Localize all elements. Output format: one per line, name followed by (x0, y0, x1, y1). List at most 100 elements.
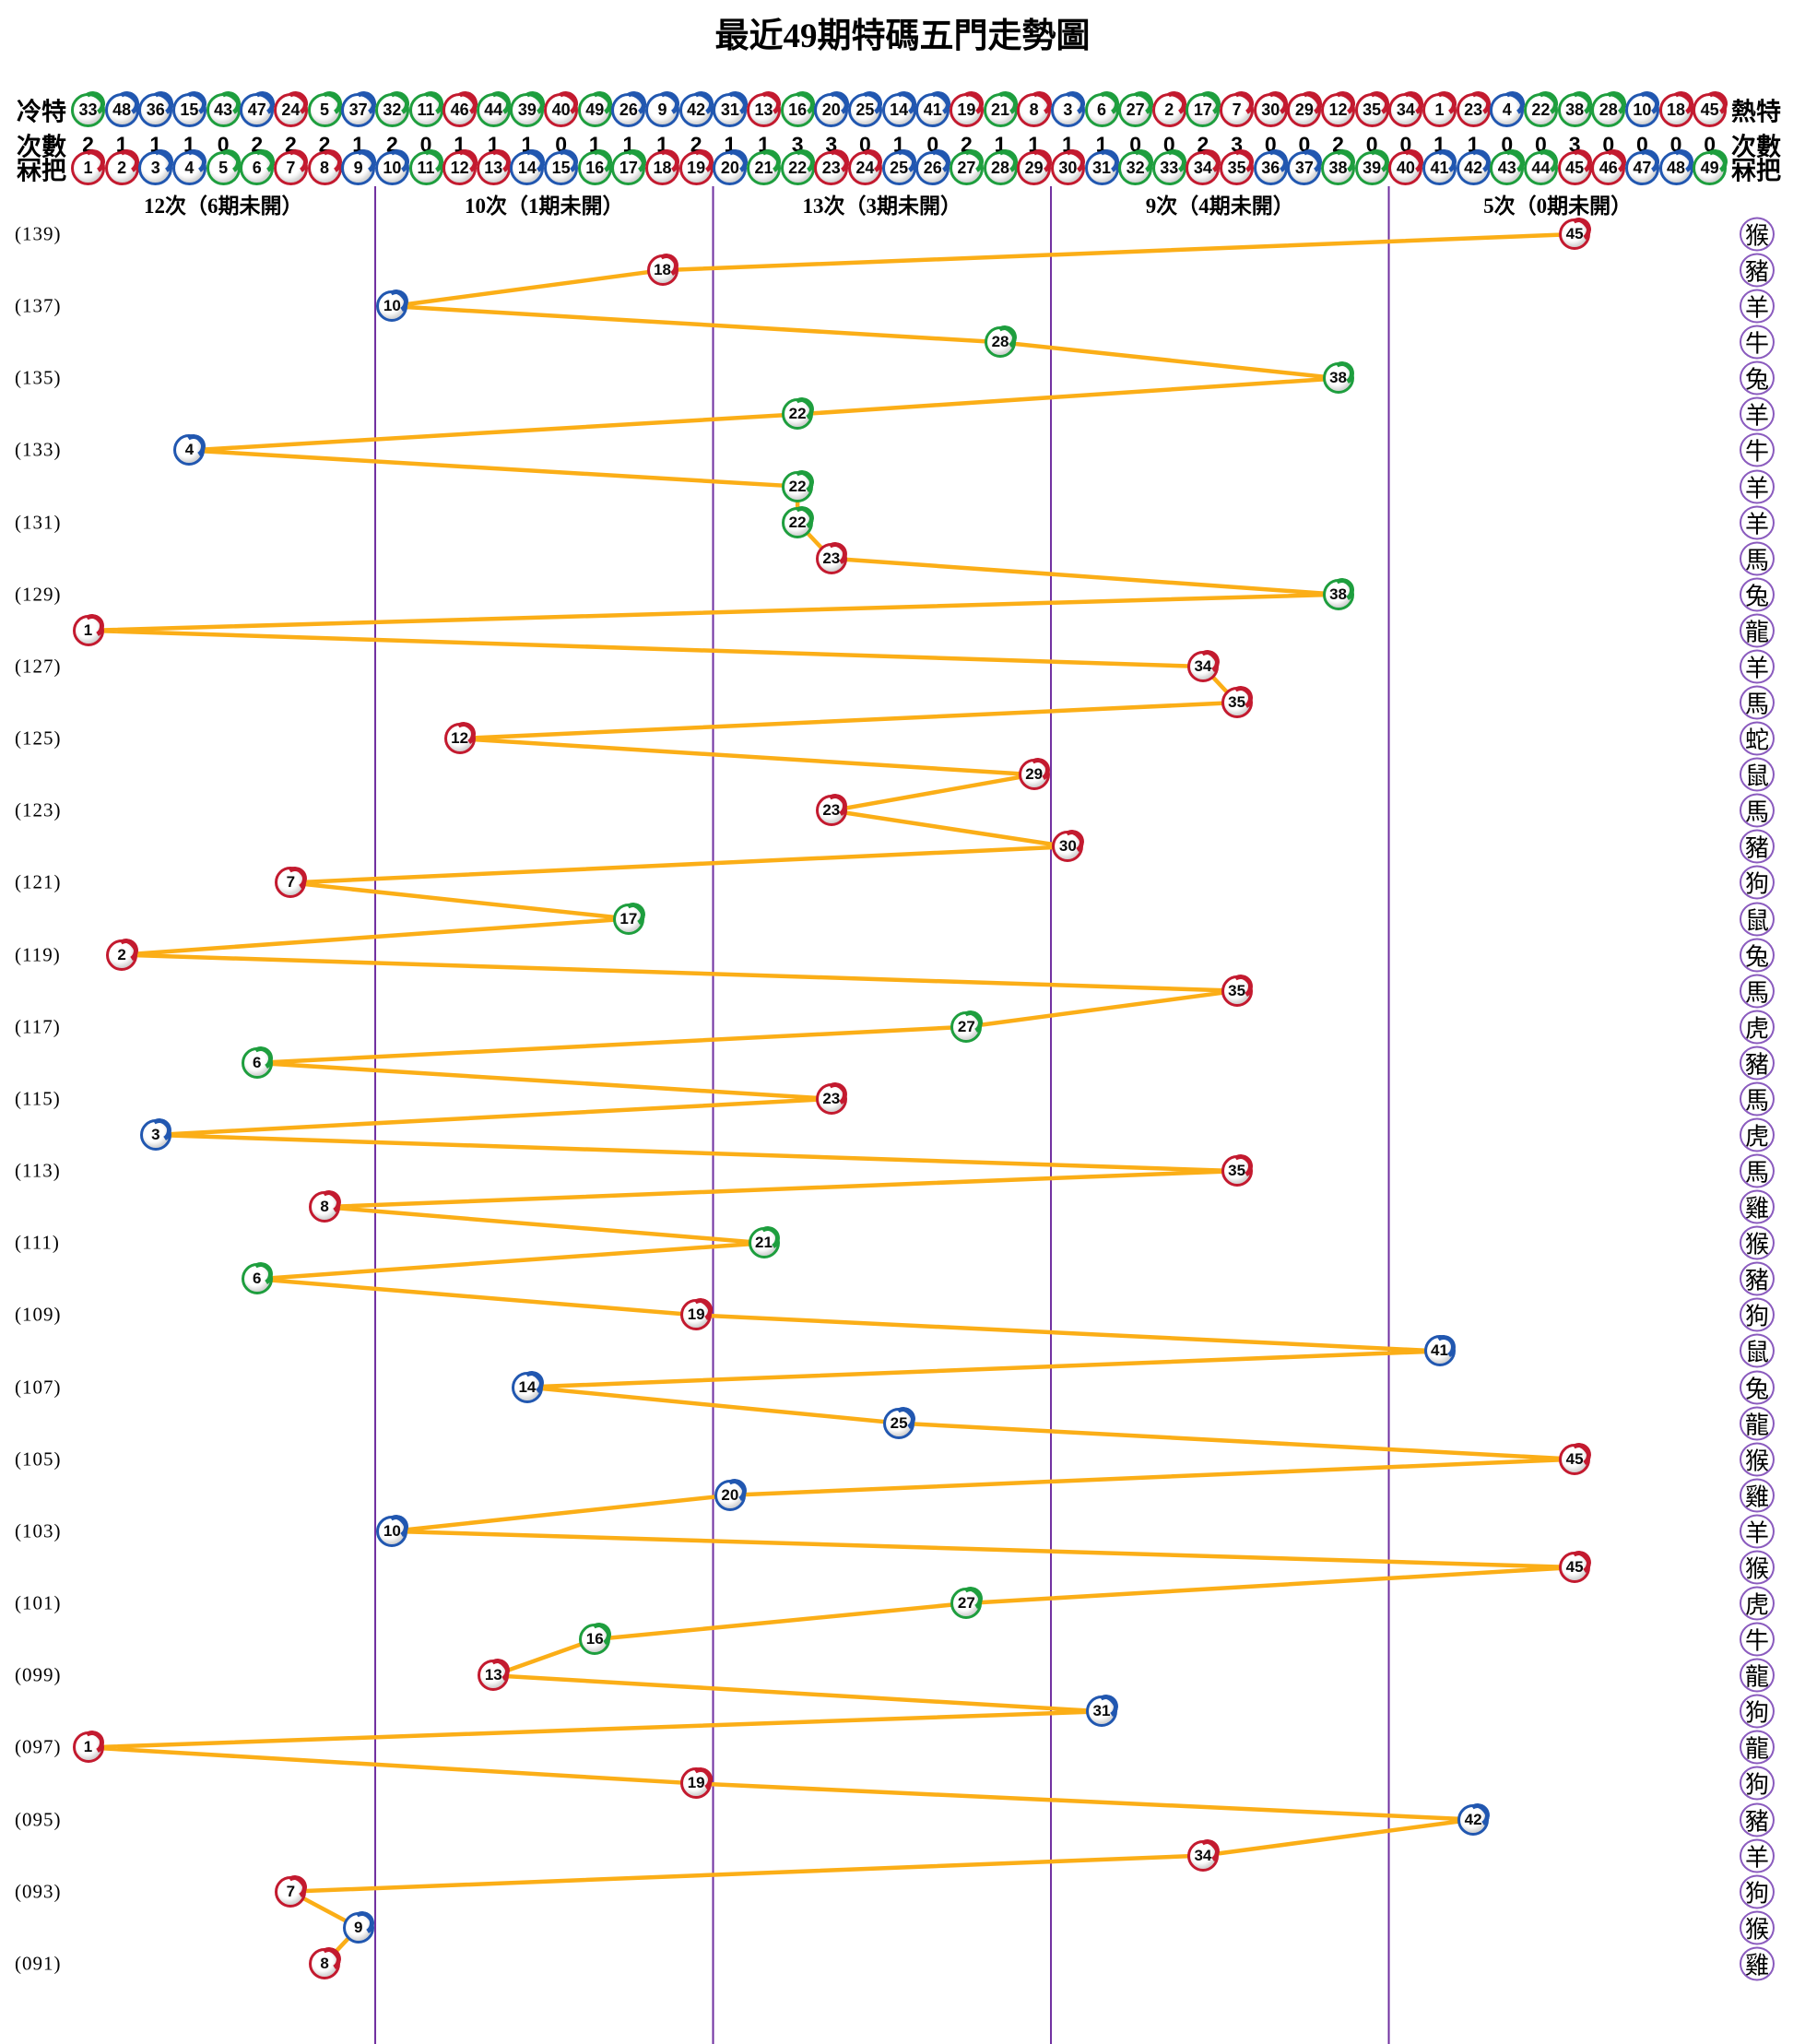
count-value: 0 (1535, 132, 1547, 157)
ball-number: 16 (585, 158, 605, 177)
cold-sequence-ball: 38 (1557, 92, 1592, 127)
cold-sequence-ball: 39 (510, 92, 545, 127)
ball-number: 2 (117, 158, 127, 177)
ball-number: 34 (1194, 656, 1212, 675)
ruler-ball: 6 (240, 150, 275, 185)
ball-number: 49 (1700, 158, 1719, 177)
ball-number: 20 (821, 100, 841, 119)
ball-number: 7 (286, 1882, 296, 1900)
number-label-right: 冧把 (1731, 157, 1781, 185)
ball-number: 22 (788, 158, 808, 177)
period-label: (115) (15, 1087, 61, 1110)
ball-number: 13 (484, 1666, 502, 1684)
zodiac-badge: 鼠 (1740, 757, 1775, 792)
count-value: 0 (1704, 132, 1717, 157)
period-label: (107) (15, 1376, 62, 1399)
count-value: 0 (1129, 132, 1142, 157)
ball-number: 27 (1126, 100, 1145, 119)
drawn-ball: 3 (139, 1119, 171, 1151)
ball-number: 38 (1565, 100, 1585, 119)
ball-number: 38 (1329, 585, 1347, 603)
zodiac-badge: 狗 (1740, 865, 1775, 900)
ruler-ball: 29 (1017, 150, 1052, 185)
cold-sequence-ball: 19 (949, 92, 984, 127)
ball-number: 46 (450, 100, 469, 119)
drawn-ball: 2 (106, 939, 138, 971)
ball-number: 7 (286, 873, 296, 892)
ball-number: 25 (855, 100, 875, 119)
ball-number: 33 (1160, 158, 1179, 177)
drawn-ball: 45 (1559, 219, 1591, 250)
ball-number: 10 (1633, 100, 1652, 119)
cold-sequence-ball: 21 (983, 92, 1018, 127)
cold-sequence-ball: 46 (442, 92, 478, 127)
count-value: 1 (994, 132, 1007, 157)
zodiac-badge: 狗 (1740, 1694, 1775, 1729)
ball-number: 42 (1464, 1810, 1482, 1828)
zodiac-badge: 馬 (1740, 1153, 1775, 1188)
ball-number: 41 (1431, 1341, 1448, 1360)
count-value: 1 (758, 132, 770, 157)
cold-sequence-ball: 16 (780, 92, 815, 127)
ball-number: 29 (1294, 100, 1314, 119)
cold-sequence-ball: 18 (1658, 92, 1693, 127)
cold-sequence-ball: 47 (240, 92, 275, 127)
ruler-ball: 24 (847, 150, 882, 185)
ball-number: 28 (991, 158, 1010, 177)
ruler-ball: 27 (949, 150, 984, 185)
drawn-ball: 6 (241, 1263, 273, 1295)
count-value: 2 (1332, 132, 1344, 157)
period-label: (095) (15, 1808, 62, 1831)
cold-sequence-ball: 4 (1490, 92, 1525, 127)
ball-number: 9 (657, 100, 667, 119)
ball-number: 42 (687, 100, 706, 119)
zodiac-badge: 虎 (1740, 1117, 1775, 1152)
ball-number: 7 (286, 158, 296, 177)
drawn-ball: 41 (1423, 1335, 1456, 1367)
cold-sequence-ball: 43 (206, 92, 241, 127)
ball-number: 19 (687, 1306, 705, 1324)
ball-number: 19 (957, 100, 976, 119)
zodiac-badge: 羊 (1740, 396, 1775, 431)
ball-number: 6 (253, 1270, 262, 1288)
ruler-ball: 41 (1422, 150, 1457, 185)
ruler-ball: 9 (341, 150, 376, 185)
count-value: 1 (724, 132, 737, 157)
ball-number: 36 (146, 100, 165, 119)
ruler-ball: 39 (1354, 150, 1389, 185)
ruler-ball: 16 (577, 150, 612, 185)
ruler-ball: 20 (713, 150, 748, 185)
ball-number: 3 (1063, 100, 1073, 119)
ball-number: 45 (1700, 100, 1719, 119)
count-value: 2 (1197, 132, 1209, 157)
ball-number: 27 (957, 158, 976, 177)
ball-number: 25 (890, 158, 909, 177)
ball-number: 38 (1329, 369, 1347, 387)
drawn-ball: 45 (1559, 1551, 1591, 1583)
ball-number: 43 (214, 100, 233, 119)
ball-number: 8 (1029, 100, 1039, 119)
period-label: (121) (15, 870, 62, 893)
count-value: 0 (926, 132, 939, 157)
ball-number: 39 (517, 100, 537, 119)
zodiac-badge: 羊 (1740, 505, 1775, 540)
period-label: (111) (15, 1231, 60, 1254)
ball-number: 37 (348, 100, 368, 119)
ball-number: 14 (518, 1377, 537, 1396)
drawn-ball: 28 (985, 326, 1017, 359)
ball-number: 17 (619, 158, 638, 177)
zodiac-badge: 虎 (1740, 1586, 1775, 1621)
ball-number: 45 (1565, 158, 1585, 177)
ball-number: 40 (551, 100, 571, 119)
drawn-ball: 1 (72, 1731, 104, 1764)
zone-header: 13次（3期未開） (802, 195, 962, 218)
ball-number: 24 (855, 158, 875, 177)
drawn-ball: 22 (782, 398, 814, 431)
zodiac-badge: 兔 (1740, 1370, 1775, 1405)
ball-number: 23 (822, 801, 841, 820)
count-value: 3 (825, 132, 838, 157)
count-value: 0 (1501, 132, 1514, 157)
zodiac-badge: 狗 (1740, 1766, 1775, 1801)
ball-number: 3 (151, 1126, 160, 1143)
